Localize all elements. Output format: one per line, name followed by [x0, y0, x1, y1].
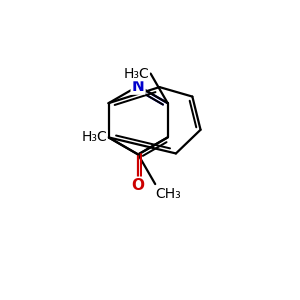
Text: H₃C: H₃C: [81, 130, 107, 144]
Text: O: O: [132, 178, 145, 193]
Text: CH₃: CH₃: [155, 187, 181, 201]
Text: N: N: [132, 79, 145, 94]
Text: H₃C: H₃C: [123, 67, 149, 81]
